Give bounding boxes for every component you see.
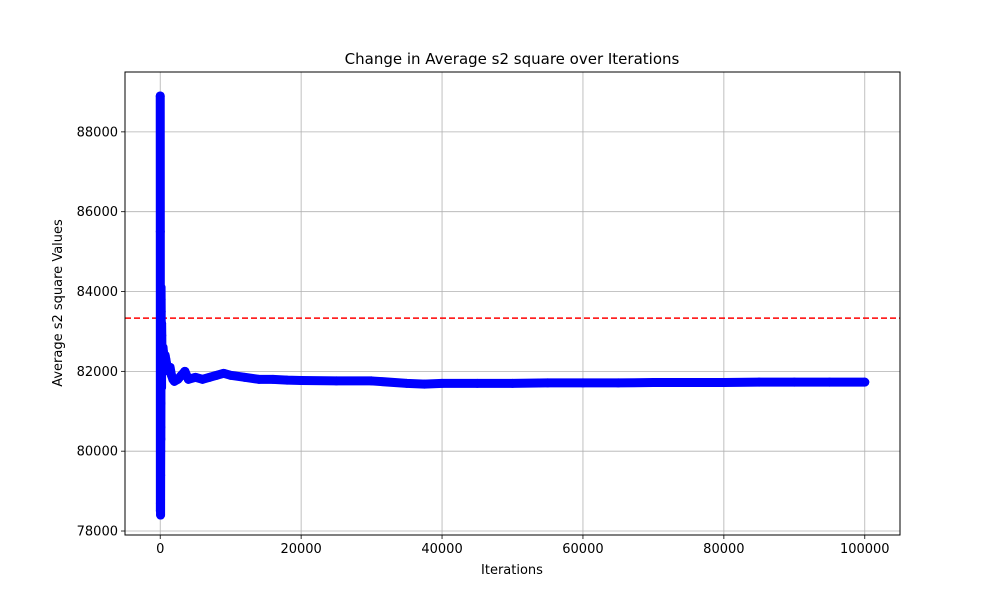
x-tick-label: 60000 [562,542,603,557]
y-tick-label: 86000 [77,205,118,220]
y-axis-label: Average s2 square Values [51,219,66,387]
y-tick-label: 78000 [77,525,118,540]
y-tick-label: 84000 [77,285,118,300]
y-axis-ticks: 78000 80000 82000 84000 86000 88000 [77,125,125,540]
scatter-point-band [155,91,870,520]
x-tick-label: 100000 [840,542,890,557]
x-tick-label: 40000 [421,542,462,557]
y-tick-label: 80000 [77,445,118,460]
scatter-points [155,91,870,520]
x-axis-ticks: 0 20000 40000 60000 80000 100000 [156,535,890,557]
x-tick-label: 0 [156,542,164,557]
x-tick-label: 80000 [703,542,744,557]
x-tick-label: 20000 [280,542,321,557]
x-axis-label: Iterations [481,563,543,578]
chart-title: Change in Average s2 square over Iterati… [345,50,680,68]
y-tick-label: 82000 [77,365,118,380]
grid [125,72,900,535]
plot-area-frame [124,71,901,536]
y-tick-label: 88000 [77,125,118,140]
